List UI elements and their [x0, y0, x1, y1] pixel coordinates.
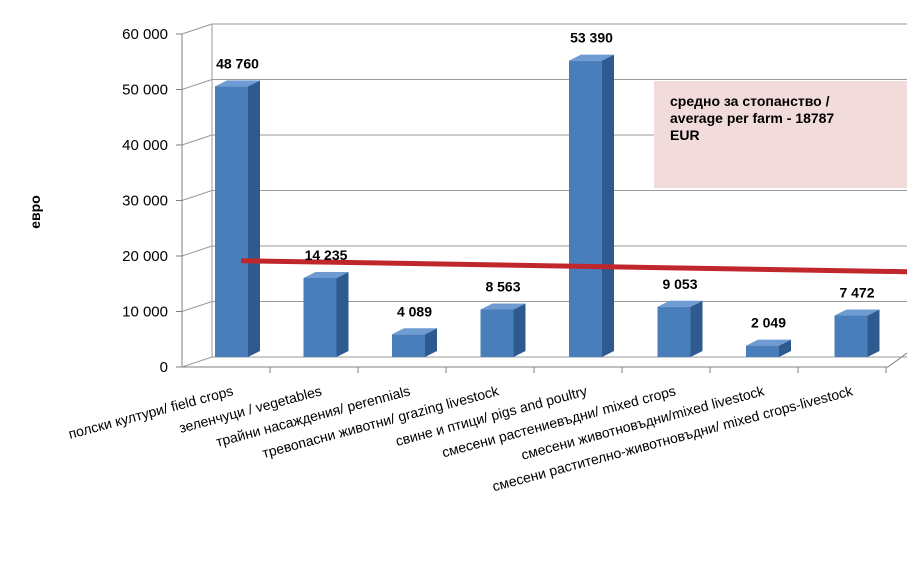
data-label: 7 472: [839, 285, 874, 301]
bar: [569, 60, 602, 358]
bar: [480, 309, 514, 357]
data-label: 9 053: [662, 276, 697, 292]
floor-edge: [887, 352, 907, 368]
gridline-diagonal: [181, 245, 213, 257]
average-line: [240, 258, 907, 275]
y-tick-label: 0: [160, 359, 168, 376]
bar-side: [867, 309, 880, 357]
bar-side: [690, 300, 703, 357]
data-label: 14 235: [305, 247, 348, 263]
y-tick-label: 40 000: [122, 137, 168, 154]
bar-top: [657, 300, 703, 307]
bar-top: [480, 303, 526, 310]
bar-side: [513, 303, 526, 357]
bar-side: [779, 339, 791, 357]
gridline-diagonal: [181, 79, 213, 90]
bar: [303, 277, 337, 357]
bar-top: [746, 339, 791, 346]
data-label: 53 390: [570, 30, 613, 46]
y-tick-label: 10 000: [122, 304, 168, 321]
gridline-diagonal: [181, 356, 213, 368]
average-annotation: средно за стопанство / average per farm …: [654, 81, 907, 188]
data-label: 4 089: [397, 303, 432, 319]
y-tick-label: 60 000: [122, 26, 168, 43]
gridline-diagonal: [181, 134, 213, 146]
bar-side: [248, 80, 260, 357]
bar-top: [303, 271, 349, 278]
bar-top: [215, 80, 260, 87]
bar: [834, 315, 868, 357]
gridlines: [181, 23, 907, 368]
data-label: 8 563: [485, 278, 520, 294]
y-tick-label: 20 000: [122, 248, 168, 265]
bar-top: [392, 328, 437, 335]
axes: 0 10 000 20 000 30 000 40 000 50 000 60 000: [122, 24, 907, 376]
gridline-diagonal: [181, 190, 213, 201]
bar: [746, 345, 779, 357]
y-tick-label: 30 000: [122, 193, 168, 210]
data-label: 2 049: [751, 315, 786, 331]
y-tick-label: 50 000: [122, 82, 168, 99]
bar-top: [834, 309, 880, 316]
bar-side: [602, 54, 614, 358]
y-axis-title: евро: [27, 195, 43, 229]
gridline-diagonal: [181, 301, 213, 312]
bar-top: [569, 54, 614, 61]
average-line-group: [240, 258, 907, 275]
bar-side: [425, 328, 437, 357]
gridline-diagonal: [181, 23, 213, 35]
bars: [215, 54, 880, 358]
bar-side: [336, 271, 349, 357]
bar: [392, 334, 425, 357]
bar: [215, 86, 248, 357]
data-label: 48 760: [216, 55, 259, 71]
bar: [657, 306, 691, 357]
